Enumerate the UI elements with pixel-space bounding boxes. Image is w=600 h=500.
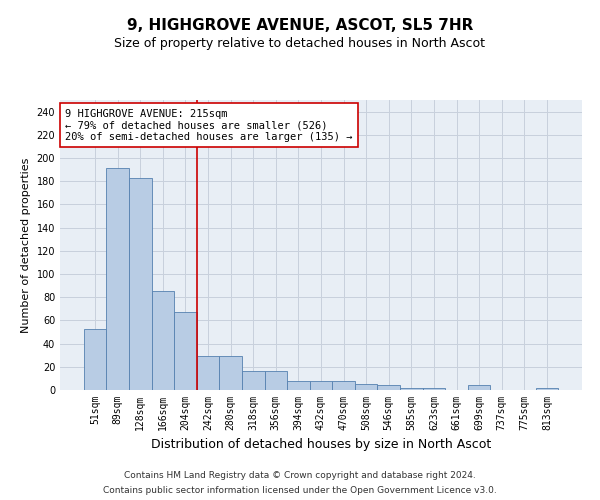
Bar xyxy=(265,372,287,390)
Bar xyxy=(355,384,377,390)
Y-axis label: Number of detached properties: Number of detached properties xyxy=(21,158,31,332)
Bar xyxy=(152,292,174,390)
Bar xyxy=(287,380,310,390)
Bar xyxy=(310,380,332,390)
Bar xyxy=(197,356,220,390)
Bar xyxy=(129,178,152,390)
Bar xyxy=(400,388,422,390)
Text: Contains HM Land Registry data © Crown copyright and database right 2024.: Contains HM Land Registry data © Crown c… xyxy=(124,471,476,480)
Bar xyxy=(174,312,197,390)
Text: 9 HIGHGROVE AVENUE: 215sqm
← 79% of detached houses are smaller (526)
20% of sem: 9 HIGHGROVE AVENUE: 215sqm ← 79% of deta… xyxy=(65,108,353,142)
Bar xyxy=(468,386,490,390)
Bar xyxy=(377,386,400,390)
Bar xyxy=(220,356,242,390)
Text: Contains public sector information licensed under the Open Government Licence v3: Contains public sector information licen… xyxy=(103,486,497,495)
Text: Size of property relative to detached houses in North Ascot: Size of property relative to detached ho… xyxy=(115,38,485,51)
Bar xyxy=(332,380,355,390)
Bar xyxy=(84,328,106,390)
Text: 9, HIGHGROVE AVENUE, ASCOT, SL5 7HR: 9, HIGHGROVE AVENUE, ASCOT, SL5 7HR xyxy=(127,18,473,32)
Bar xyxy=(242,372,265,390)
Bar xyxy=(106,168,129,390)
Bar xyxy=(536,388,558,390)
Bar xyxy=(422,388,445,390)
X-axis label: Distribution of detached houses by size in North Ascot: Distribution of detached houses by size … xyxy=(151,438,491,452)
